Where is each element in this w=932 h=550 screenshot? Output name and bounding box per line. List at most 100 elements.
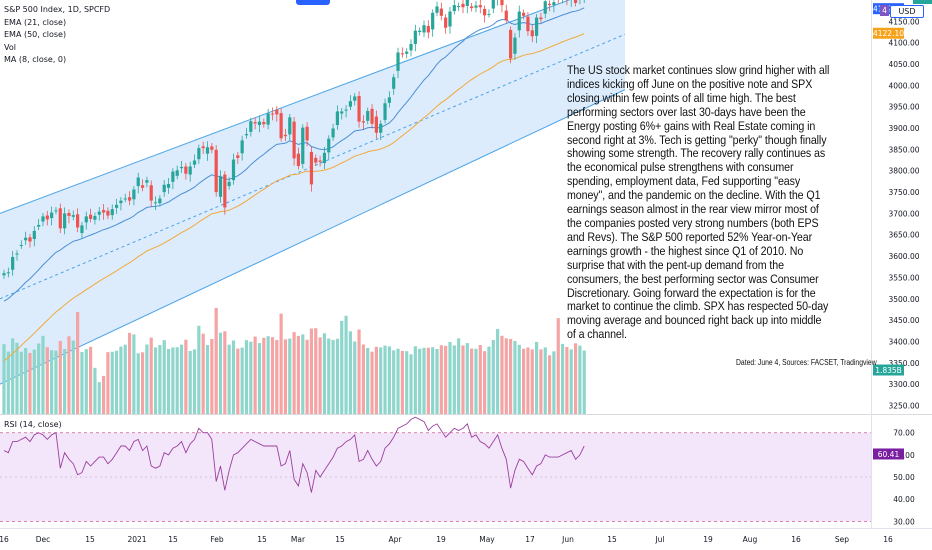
candle-body [110,209,114,216]
candle-body [465,0,469,6]
candle-body [101,209,106,213]
rsi-legend[interactable]: RSI (14, close) [4,420,62,429]
top-price-tag: 4 [882,6,887,15]
volume-bar [253,336,257,414]
candle-body [366,110,370,121]
price-tick: 3650.00 [888,231,919,240]
volume-bar [448,341,452,414]
price-panel[interactable] [0,0,626,414]
candle-body [140,185,145,188]
date-tick: 15 [607,535,617,544]
candle-body [32,230,36,240]
volume-bar [214,307,218,414]
currency-selector[interactable]: USD [890,5,924,18]
volume-bar [578,345,582,414]
date-tick: 15 [85,535,95,544]
date-tick: Jul [654,535,664,544]
candle-body [318,160,322,162]
candle-body [145,180,149,183]
rsi-tick: 60.00 [893,451,915,460]
candle-body [197,148,201,160]
date-tick: Dec [36,535,51,544]
volume-bar [240,347,244,414]
volume-tag: 1.835B [875,366,902,375]
volume-bar [301,334,305,414]
top-drag-marker[interactable] [296,0,330,5]
ema-50-line [3,33,585,362]
price-tick: 3800.00 [888,167,919,176]
candle-body [58,208,62,229]
time-axis[interactable]: 16 Dec 15 2021 15 Feb 15 Mar 15 Apr 19 May 17 Jun 15 Ju… [0,535,893,544]
volume-bar [314,328,318,414]
date-tick: Aug [743,535,758,544]
ma-legend[interactable]: MA (8, close, 0) [4,55,67,65]
price-axis[interactable]: 4150.00 4100.00 4050.00 4000.00 3950.00 3900.… [888,17,919,410]
candle-body [119,200,123,204]
vol-legend[interactable]: Vol [4,42,16,52]
volume-bar [97,382,101,414]
volume-bar [569,349,573,414]
candle-body [504,10,508,21]
volume-bar [309,328,314,414]
volume-bar [28,352,32,414]
volume-bar [582,350,586,414]
volume-bar [426,347,430,414]
channel-mid-line[interactable] [0,33,626,300]
candle-body [6,272,10,274]
volume-bar [305,339,309,414]
price-tick: 4100.00 [888,39,919,48]
candle-body [513,37,517,54]
volume-bar [175,347,179,414]
candle-body [340,111,344,114]
candle-body [534,17,539,36]
indicator-legend: S&P 500 Index, 1D, SPCFD EMA (21, close)… [4,4,110,67]
volume-bar [374,346,378,414]
volume-bar [24,348,28,414]
candle-body [409,43,413,51]
volume-bar [262,337,266,414]
price-tick: 3700.00 [888,209,919,218]
volume-bar [348,331,352,414]
candle-body [405,51,409,54]
candle-body [106,210,110,216]
volume-bar [547,355,552,414]
volume-bar [322,333,327,414]
candle-body [93,215,97,220]
volume-bar [89,346,93,414]
candle-body [331,128,335,138]
price-tick: 3550.00 [888,273,919,282]
volume-bar [517,344,521,414]
volume-bar [2,344,6,414]
rsi-axis[interactable]: 70.00 60.00 50.00 40.00 30.00 [893,429,915,527]
volume-bar [474,348,478,414]
volume-bar [331,339,335,414]
candle-body [452,5,456,12]
volume-bar [279,313,283,414]
volume-bar [32,349,36,414]
volume-bar [361,344,365,414]
volume-bar [58,340,62,414]
candle-body [11,256,15,270]
channel-lower-line[interactable] [0,89,626,385]
candle-body [184,166,188,174]
trend-channel[interactable] [0,0,625,385]
ema50-legend[interactable]: EMA (50, close) [4,30,67,40]
ema21-legend[interactable]: EMA (21, close) [4,17,67,27]
volume-bar [197,325,201,414]
volume-bar [67,336,71,414]
volume-bar [244,340,249,414]
rsi-panel[interactable] [0,416,871,522]
candle-body [132,189,136,200]
candle-body [153,202,158,204]
symbol-title[interactable]: S&P 500 Index, 1D, SPCFD [4,5,111,14]
candle-body [487,14,491,16]
candle-body [244,134,249,136]
volume-bar [392,350,396,414]
candle-body [526,16,530,32]
candle-body [422,25,426,33]
candle-body [374,116,378,133]
volume-bar [231,340,236,414]
volume-bar [318,337,322,414]
candle-body [383,103,387,120]
